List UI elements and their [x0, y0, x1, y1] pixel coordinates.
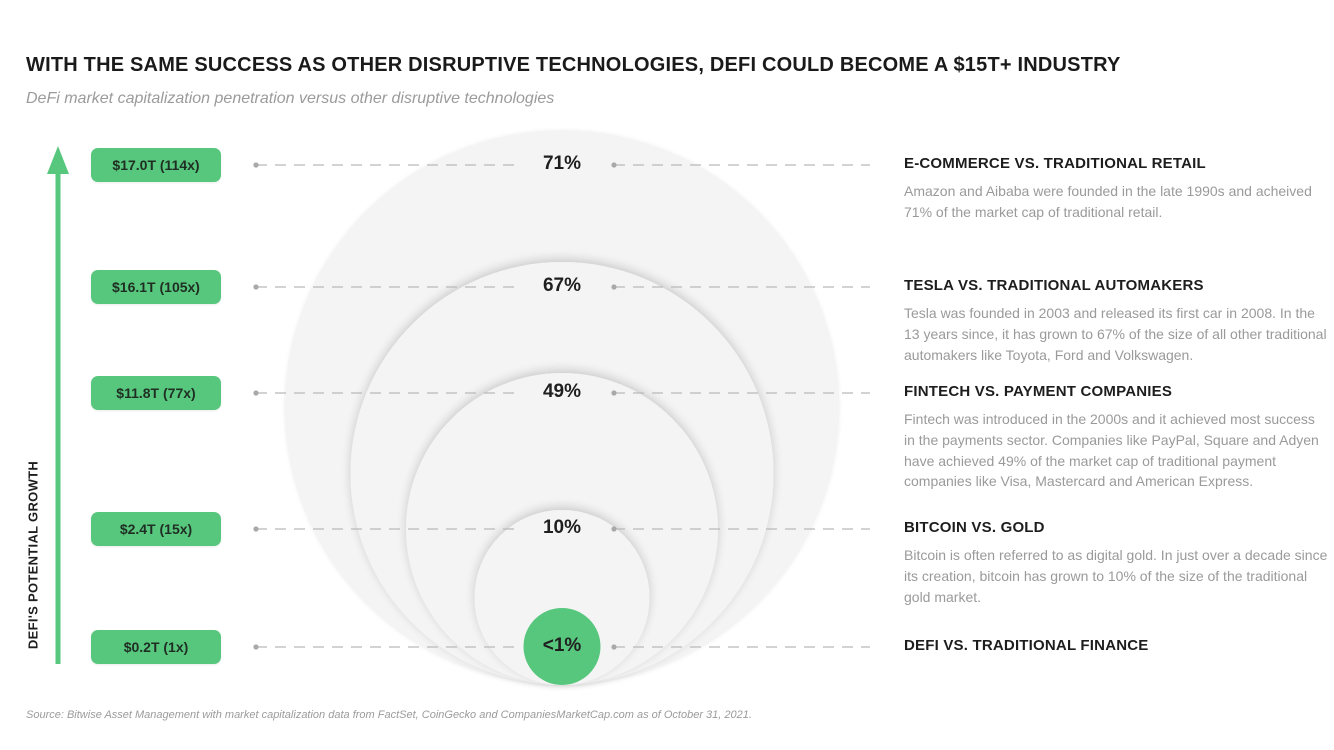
leader-right-4-dot	[611, 644, 617, 650]
comparison-heading-3: BITCOIN VS. GOLD	[904, 519, 1045, 536]
circles-layer	[284, 130, 840, 685]
chart-subtitle: DeFi market capitalization penetration v…	[26, 90, 555, 107]
potential-badge-2: $11.8T (77x)	[91, 376, 221, 410]
penetration-label-1: 67%	[542, 275, 582, 296]
comparison-block-4: DEFI VS. TRADITIONAL FINANCE	[904, 637, 1329, 654]
comparison-block-3: BITCOIN VS. GOLD Bitcoin is often referre…	[904, 519, 1329, 607]
penetration-label-3: 10%	[542, 517, 582, 538]
growth-arrow-head	[47, 146, 69, 174]
penetration-circle-4	[523, 608, 601, 685]
penetration-label-4: <1%	[542, 635, 582, 656]
comparison-heading-4: DEFI VS. TRADITIONAL FINANCE	[904, 637, 1149, 654]
comparison-block-1: TESLA VS. TRADITIONAL AUTOMAKERS Tesla wa…	[904, 277, 1329, 365]
leader-right-3-dot	[611, 526, 617, 532]
leader-left-0-dot	[253, 162, 259, 168]
leader-right-2-dot	[611, 390, 617, 396]
leader-left-3-dot	[253, 526, 259, 532]
y-axis-label: DEFI'S POTENTIAL GROWTH	[25, 460, 41, 650]
leader-left-4-dot	[253, 644, 259, 650]
growth-arrow	[47, 146, 69, 664]
leader-right-0-dot	[611, 162, 617, 168]
dashed-leaders	[253, 162, 870, 650]
comparison-description-2: Fintech was introduced in the 2000s and …	[904, 411, 1319, 490]
chart-title: WITH THE SAME SUCCESS AS OTHER DISRUPTIV…	[26, 54, 1121, 76]
comparison-description-3: Bitcoin is often referred to as digital …	[904, 547, 1328, 605]
penetration-label-0: 71%	[542, 153, 582, 174]
penetration-label-2: 49%	[542, 381, 582, 402]
leader-left-1-dot	[253, 284, 259, 290]
leader-left-2-dot	[253, 390, 259, 396]
potential-badge-1: $16.1T (105x)	[91, 270, 221, 304]
comparison-heading-2: FINTECH VS. PAYMENT COMPANIES	[904, 383, 1173, 400]
potential-badge-0: $17.0T (114x)	[91, 148, 221, 182]
comparison-block-0: E-COMMERCE VS. TRADITIONAL RETAIL Amazon …	[904, 155, 1329, 223]
comparison-description-1: Tesla was founded in 2003 and released i…	[904, 305, 1327, 363]
potential-badge-3: $2.4T (15x)	[91, 512, 221, 546]
source-note: Source: Bitwise Asset Management with ma…	[26, 709, 752, 721]
comparison-heading-1: TESLA VS. TRADITIONAL AUTOMAKERS	[904, 277, 1204, 294]
leader-right-1-dot	[611, 284, 617, 290]
comparison-block-2: FINTECH VS. PAYMENT COMPANIES Fintech was…	[904, 383, 1329, 492]
potential-badge-4: $0.2T (1x)	[91, 630, 221, 664]
comparison-heading-0: E-COMMERCE VS. TRADITIONAL RETAIL	[904, 155, 1206, 172]
penetration-circle-3	[474, 510, 650, 685]
comparison-description-0: Amazon and Aibaba were founded in the la…	[904, 183, 1312, 220]
